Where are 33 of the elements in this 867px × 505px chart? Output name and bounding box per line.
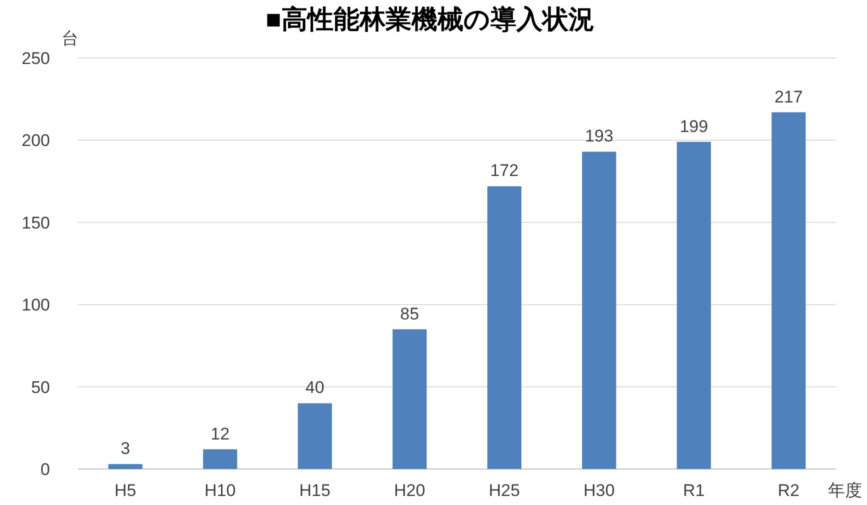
y-tick-label: 50: [31, 378, 50, 397]
x-tick-label: H30: [584, 481, 615, 500]
bar: [392, 329, 427, 469]
data-label: 217: [774, 87, 803, 106]
x-tick-label: H15: [299, 481, 330, 500]
x-tick-label: H5: [114, 481, 136, 500]
bar: [298, 403, 332, 469]
data-label: 3: [120, 439, 130, 458]
data-label: 12: [210, 424, 230, 444]
x-tick-label: H10: [204, 481, 236, 500]
bar: [487, 186, 522, 469]
bar: [203, 449, 238, 469]
x-axis-title: 年度: [828, 481, 862, 500]
data-label: 193: [584, 126, 614, 146]
x-tick-label: H25: [488, 481, 520, 500]
bar: [772, 112, 806, 469]
y-tick-label: 100: [22, 296, 50, 315]
bar: [676, 142, 711, 469]
y-axis-title: 台: [62, 29, 78, 48]
chart-title: ■高性能林業機械の導入状況: [266, 4, 594, 34]
x-tick-label: H20: [394, 481, 426, 500]
data-label: 199: [680, 116, 708, 136]
data-label: 40: [305, 378, 324, 398]
y-tick-label: 250: [22, 49, 50, 68]
bar: [108, 464, 142, 469]
x-tick-label: R1: [683, 481, 705, 500]
bar: [582, 152, 616, 469]
y-tick-label: 200: [22, 131, 50, 150]
data-label: 172: [490, 161, 519, 180]
y-tick-label: 150: [22, 213, 50, 232]
y-tick-label: 0: [40, 460, 50, 479]
data-label: 85: [400, 304, 420, 324]
x-tick-label: R2: [778, 481, 800, 500]
